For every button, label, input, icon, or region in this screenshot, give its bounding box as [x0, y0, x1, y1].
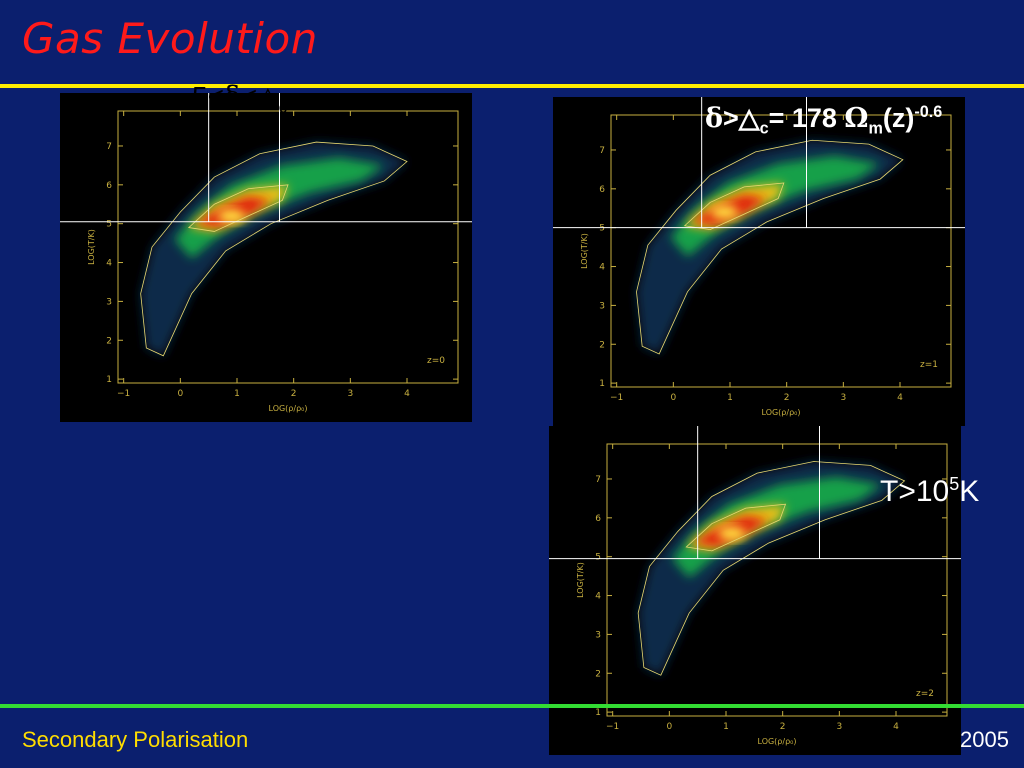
phase-plot-z1: −1 0 1 2 3 4 1 2 3 4 5 6 7 LOG(ρ/ρ₀) LOG(T/K) z=1	[553, 97, 965, 426]
temp-base: T>10	[880, 475, 950, 508]
y-tick-label: 6	[599, 185, 605, 195]
x-tick-label: 0	[670, 393, 676, 403]
x-tick-label: 1	[234, 389, 240, 399]
redshift-label: z=2	[916, 689, 934, 699]
x-tick-label: 4	[404, 389, 410, 399]
x-tick-label: −1	[610, 393, 623, 403]
density-heatmap	[636, 140, 903, 354]
x-tick-label: 4	[893, 722, 899, 732]
phase-plot-svg: −1 0 1 2 3 4 1 2 3 4 5 6 7 LOG(ρ/ρ₀) LOG(T/K) z=2	[549, 426, 961, 746]
x-tick-label: 2	[784, 393, 790, 403]
temperature-threshold-label: T>105K	[880, 474, 979, 509]
redshift-label: z=1	[920, 360, 938, 370]
y-tick-label: 6	[106, 181, 112, 191]
of-z: (z)	[882, 103, 915, 133]
x-tick-label: 3	[840, 393, 846, 403]
plot-frame	[606, 443, 948, 717]
x-tick-label: 2	[780, 722, 786, 732]
y-tick-label: 7	[599, 146, 605, 156]
y-tick-label: 4	[595, 592, 601, 602]
threshold-formula-label: δ>△c= 178 Ωm(z)-0.6	[705, 103, 942, 138]
y-tick-label: 3	[599, 301, 605, 311]
x-tick-label: 0	[177, 389, 183, 399]
footer-year: 2005	[960, 727, 1009, 752]
y-tick-label: 2	[595, 669, 601, 679]
temp-unit: K	[959, 475, 980, 508]
y-tick-label: 5	[106, 220, 112, 230]
phase-plot-z2: −1 0 1 2 3 4 1 2 3 4 5 6 7 LOG(ρ/ρ₀) LOG(T/K) z=2	[549, 426, 961, 755]
x-tick-label: 2	[291, 389, 297, 399]
y-tick-label: 5	[595, 553, 601, 563]
overdensity-symbol: △	[738, 103, 760, 133]
y-tick-label: 3	[595, 630, 601, 640]
overdensity-symbol: △	[257, 81, 279, 112]
density-heatmap	[638, 461, 905, 676]
x-tick-label: 0	[666, 722, 672, 732]
redshift-label: z=0	[427, 356, 445, 366]
y-axis-label: LOG(T/K)	[87, 229, 96, 265]
footer-title: Secondary Polarisation	[22, 727, 249, 752]
y-tick-label: 5	[599, 224, 605, 234]
temp-exponent: 5	[949, 474, 960, 494]
omega-symbol: Ω	[844, 103, 869, 134]
gt-sign: >	[723, 103, 739, 133]
density-range-label: 5<δ<△c	[192, 80, 287, 118]
slide-title: Gas Evolution	[22, 14, 318, 63]
sub-c: c	[759, 119, 769, 138]
x-tick-label: 1	[723, 722, 729, 732]
y-tick-label: 4	[106, 259, 112, 269]
y-tick-label: 2	[599, 340, 605, 350]
delta-symbol: δ	[223, 80, 241, 113]
x-tick-label: 1	[727, 393, 733, 403]
bottom-divider	[0, 704, 1024, 708]
y-tick-label: 3	[106, 297, 112, 307]
plot-frame	[117, 110, 459, 384]
y-tick-label: 6	[595, 514, 601, 524]
equals-value: = 178	[768, 103, 845, 133]
y-axis-label: LOG(T/K)	[580, 233, 589, 269]
x-axis-label: LOG(ρ/ρ₀)	[758, 737, 797, 746]
delta-symbol: δ	[705, 103, 724, 134]
phase-plot-z0: −1 0 1 2 3 4 1 2 3 4 5 6 7 LOG(ρ/ρ₀) LOG(T/K) z=0	[60, 93, 472, 422]
y-tick-label: 1	[599, 379, 605, 389]
sub-m: m	[868, 119, 883, 138]
y-axis-label: LOG(T/K)	[576, 562, 585, 598]
range-prefix: 5<	[192, 81, 224, 112]
y-tick-label: 1	[106, 375, 112, 385]
phase-plot-svg: −1 0 1 2 3 4 1 2 3 4 5 6 7 LOG(ρ/ρ₀) LOG(T/K) z=0	[60, 93, 472, 413]
y-tick-label: 2	[106, 336, 112, 346]
y-tick-label: 1	[595, 708, 601, 718]
exponent: -0.6	[914, 103, 943, 121]
y-tick-label: 4	[599, 263, 605, 273]
y-tick-label: 7	[106, 142, 112, 152]
range-sub: c	[278, 97, 288, 117]
x-tick-label: −1	[117, 389, 130, 399]
y-tick-label: 7	[595, 475, 601, 485]
top-divider	[0, 84, 1024, 88]
x-tick-label: 3	[347, 389, 353, 399]
x-tick-label: 4	[897, 393, 903, 403]
x-tick-label: 3	[836, 722, 842, 732]
phase-plot-svg: −1 0 1 2 3 4 1 2 3 4 5 6 7 LOG(ρ/ρ₀) LOG(T/K) z=1	[553, 97, 965, 417]
range-lt: <	[240, 81, 258, 112]
x-axis-label: LOG(ρ/ρ₀)	[762, 408, 801, 417]
x-axis-label: LOG(ρ/ρ₀)	[269, 404, 308, 413]
density-heatmap	[140, 142, 407, 356]
plot-frame	[610, 114, 952, 388]
x-tick-label: −1	[606, 722, 619, 732]
